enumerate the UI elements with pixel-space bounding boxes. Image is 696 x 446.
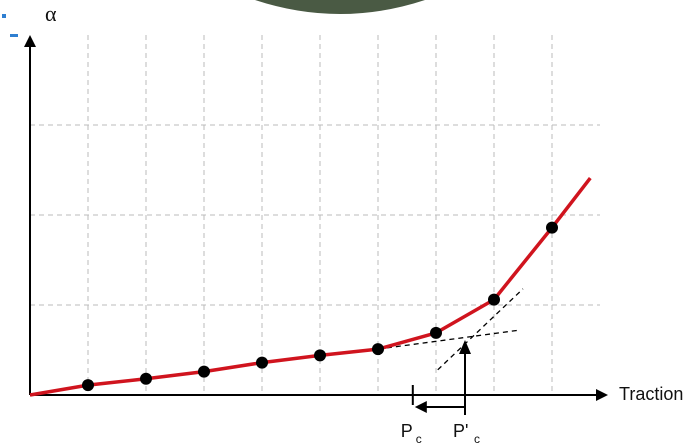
annotation-subscript: c bbox=[416, 432, 422, 446]
tangent-line bbox=[438, 289, 523, 370]
annotation-label: P bbox=[401, 421, 413, 441]
x-axis-label: Traction bbox=[619, 384, 683, 404]
data-point bbox=[372, 343, 384, 355]
data-point bbox=[256, 357, 268, 369]
arrow-head bbox=[415, 401, 427, 413]
y-axis-arrow bbox=[24, 35, 36, 47]
annotation-subscript: c bbox=[474, 432, 480, 446]
data-line bbox=[30, 178, 590, 395]
chart: Pc P' c α Traction bbox=[0, 0, 696, 446]
data-point bbox=[198, 366, 210, 378]
decoration bbox=[10, 34, 18, 37]
data-point bbox=[546, 222, 558, 234]
data-point bbox=[140, 373, 152, 385]
x-axis-arrow bbox=[596, 389, 608, 401]
data-point bbox=[314, 349, 326, 361]
photo-fragment bbox=[255, 0, 425, 14]
data-point bbox=[488, 294, 500, 306]
decoration bbox=[2, 14, 6, 18]
data-point bbox=[430, 327, 442, 339]
data-point bbox=[82, 379, 94, 391]
arrow-head bbox=[459, 340, 471, 354]
tangent-line bbox=[378, 330, 519, 349]
annotation-label: P' bbox=[453, 421, 468, 441]
y-axis-label: α bbox=[45, 1, 57, 26]
